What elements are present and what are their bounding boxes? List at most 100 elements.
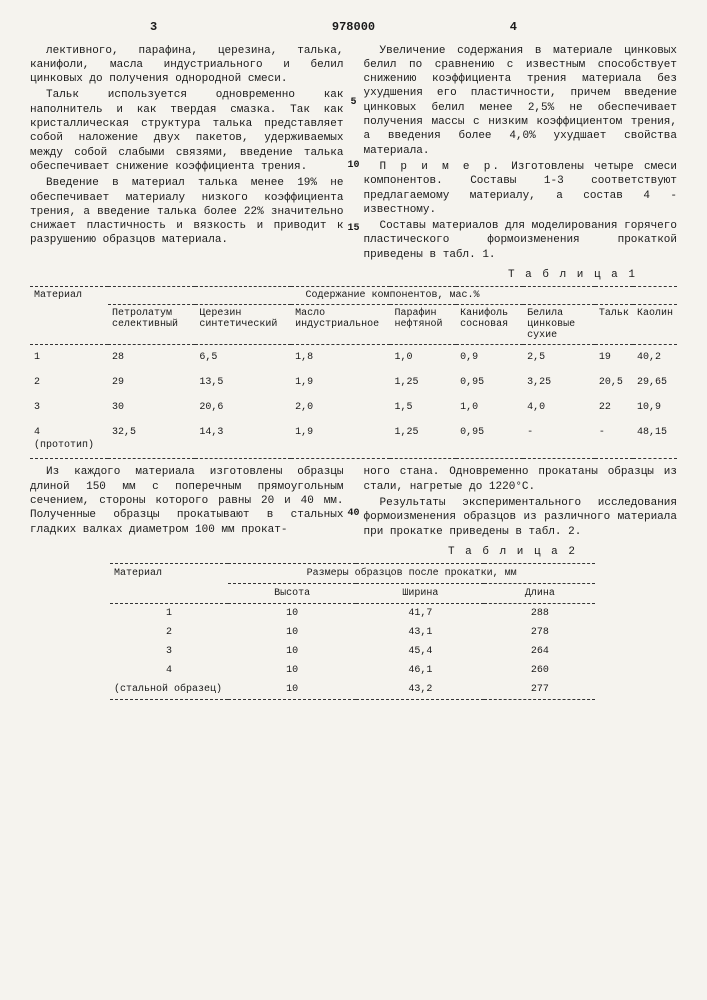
cell: 10,9 xyxy=(633,395,677,420)
cell: 28 xyxy=(108,345,195,371)
cell: 277 xyxy=(484,680,595,700)
cell: 3,25 xyxy=(523,370,595,395)
cell: 10 xyxy=(228,642,356,661)
table-row: 1 28 6,5 1,8 1,0 0,9 2,5 19 40,2 xyxy=(30,345,677,371)
page-number-left: 3 xyxy=(150,20,157,36)
table-row: 4 (прототип) 32,5 14,3 1,9 1,25 0,95 - -… xyxy=(30,420,677,459)
col-head: Каолин xyxy=(633,305,677,345)
paragraph: Увеличение содержания в материале цинков… xyxy=(364,44,678,158)
line-marker-15: 15 xyxy=(347,222,359,235)
cell: 4 (прототип) xyxy=(30,420,108,459)
table-row: 2 10 43,1 278 xyxy=(110,623,595,642)
cell: 48,15 xyxy=(633,420,677,459)
col-head: Канифоль сосновая xyxy=(456,305,523,345)
cell: 40,2 xyxy=(633,345,677,371)
text-columns-top: 5 10 15 лективного, парафина, церезина, … xyxy=(30,44,677,264)
cell: 13,5 xyxy=(195,370,291,395)
col-head: Церезин синтетический xyxy=(195,305,291,345)
cell: 1,25 xyxy=(390,370,456,395)
cell: 264 xyxy=(484,642,595,661)
cell: - xyxy=(595,420,633,459)
cell: 2 xyxy=(110,623,228,642)
cell: 29,65 xyxy=(633,370,677,395)
cell: 1,25 xyxy=(390,420,456,459)
cell: 0,95 xyxy=(456,370,523,395)
right-column: Увеличение содержания в материале цинков… xyxy=(364,44,678,264)
line-marker-10: 10 xyxy=(347,159,359,172)
cell: 20,6 xyxy=(195,395,291,420)
cell: 30 xyxy=(108,395,195,420)
col-head: Петролатум селективный xyxy=(108,305,195,345)
cell: 3 xyxy=(110,642,228,661)
cell: 2,0 xyxy=(291,395,390,420)
paragraph: Из каждого материала изготовлены образцы… xyxy=(30,465,344,536)
line-marker-5: 5 xyxy=(350,96,356,109)
col-head: Длина xyxy=(484,584,595,604)
text-columns-mid: 40 Из каждого материала изготовлены обра… xyxy=(30,465,677,540)
paragraph: Введение в материал талька менее 19% не … xyxy=(30,176,344,247)
col-head: Тальк xyxy=(595,305,633,345)
left-column: лективного, парафина, церезина, талька, … xyxy=(30,44,344,264)
table-row: 3 10 45,4 264 xyxy=(110,642,595,661)
col-head: Высота xyxy=(228,584,356,604)
table-row: (стальной образец) 10 43,2 277 xyxy=(110,680,595,700)
col-head: Белила цинковые сухие xyxy=(523,305,595,345)
cell: 43,2 xyxy=(356,680,484,700)
cell: 43,1 xyxy=(356,623,484,642)
paragraph: лективного, парафина, церезина, талька, … xyxy=(30,44,344,87)
paragraph: П р и м е р. Изготовлены четыре смеси ко… xyxy=(364,160,678,217)
cell: 4,0 xyxy=(523,395,595,420)
paragraph: Составы материалов для моделирования гор… xyxy=(364,219,678,262)
cell: 45,4 xyxy=(356,642,484,661)
example-label: П р и м е р. xyxy=(380,161,502,173)
cell: 1 xyxy=(110,604,228,624)
col-head: Ширина xyxy=(356,584,484,604)
cell: 1,9 xyxy=(291,370,390,395)
paragraph: Результаты экспериментального исследован… xyxy=(364,496,678,539)
cell: 32,5 xyxy=(108,420,195,459)
col-head-main: Содержание компонентов, мас.% xyxy=(108,287,677,305)
cell: 2,5 xyxy=(523,345,595,371)
col-head-main: Размеры образцов после прокатки, мм xyxy=(228,564,595,584)
table-row: 2 29 13,5 1,9 1,25 0,95 3,25 20,5 29,65 xyxy=(30,370,677,395)
line-marker-40: 40 xyxy=(347,507,359,520)
col-head: Масло индустриальное xyxy=(291,305,390,345)
cell: 1,9 xyxy=(291,420,390,459)
paragraph: Тальк используется одновременно как напо… xyxy=(30,88,344,174)
cell: 0,95 xyxy=(456,420,523,459)
cell: 41,7 xyxy=(356,604,484,624)
col-head-material: Материал xyxy=(110,564,228,604)
table-row: 3 30 20,6 2,0 1,5 1,0 4,0 22 10,9 xyxy=(30,395,677,420)
table-row: 1 10 41,7 288 xyxy=(110,604,595,624)
col-head-material: Материал xyxy=(30,287,108,345)
cell: 10 xyxy=(228,680,356,700)
cell: 6,5 xyxy=(195,345,291,371)
cell: 288 xyxy=(484,604,595,624)
cell: 10 xyxy=(228,661,356,680)
cell: 2 xyxy=(30,370,108,395)
cell: 4 xyxy=(110,661,228,680)
page: 3 4 978000 5 10 15 лективного, парафина,… xyxy=(30,20,677,700)
cell: 29 xyxy=(108,370,195,395)
patent-number: 978000 xyxy=(30,20,677,36)
cell: 10 xyxy=(228,623,356,642)
cell: 1,0 xyxy=(456,395,523,420)
paragraph: ного стана. Одновременно прокатаны образ… xyxy=(364,465,678,494)
cell: - xyxy=(523,420,595,459)
cell: 46,1 xyxy=(356,661,484,680)
left-column: Из каждого материала изготовлены образцы… xyxy=(30,465,344,540)
cell: 1,8 xyxy=(291,345,390,371)
cell: 0,9 xyxy=(456,345,523,371)
right-column: ного стана. Одновременно прокатаны образ… xyxy=(364,465,678,540)
table-1: Материал Содержание компонентов, мас.% П… xyxy=(30,286,677,459)
cell: 3 xyxy=(30,395,108,420)
table2-caption: Т а б л и ц а 2 xyxy=(30,545,577,559)
cell: 19 xyxy=(595,345,633,371)
cell: 22 xyxy=(595,395,633,420)
table1-caption: Т а б л и ц а 1 xyxy=(30,268,637,282)
table-row: 4 10 46,1 260 xyxy=(110,661,595,680)
cell: 260 xyxy=(484,661,595,680)
page-number-right: 4 xyxy=(510,20,517,36)
cell: 10 xyxy=(228,604,356,624)
cell: 1,0 xyxy=(390,345,456,371)
